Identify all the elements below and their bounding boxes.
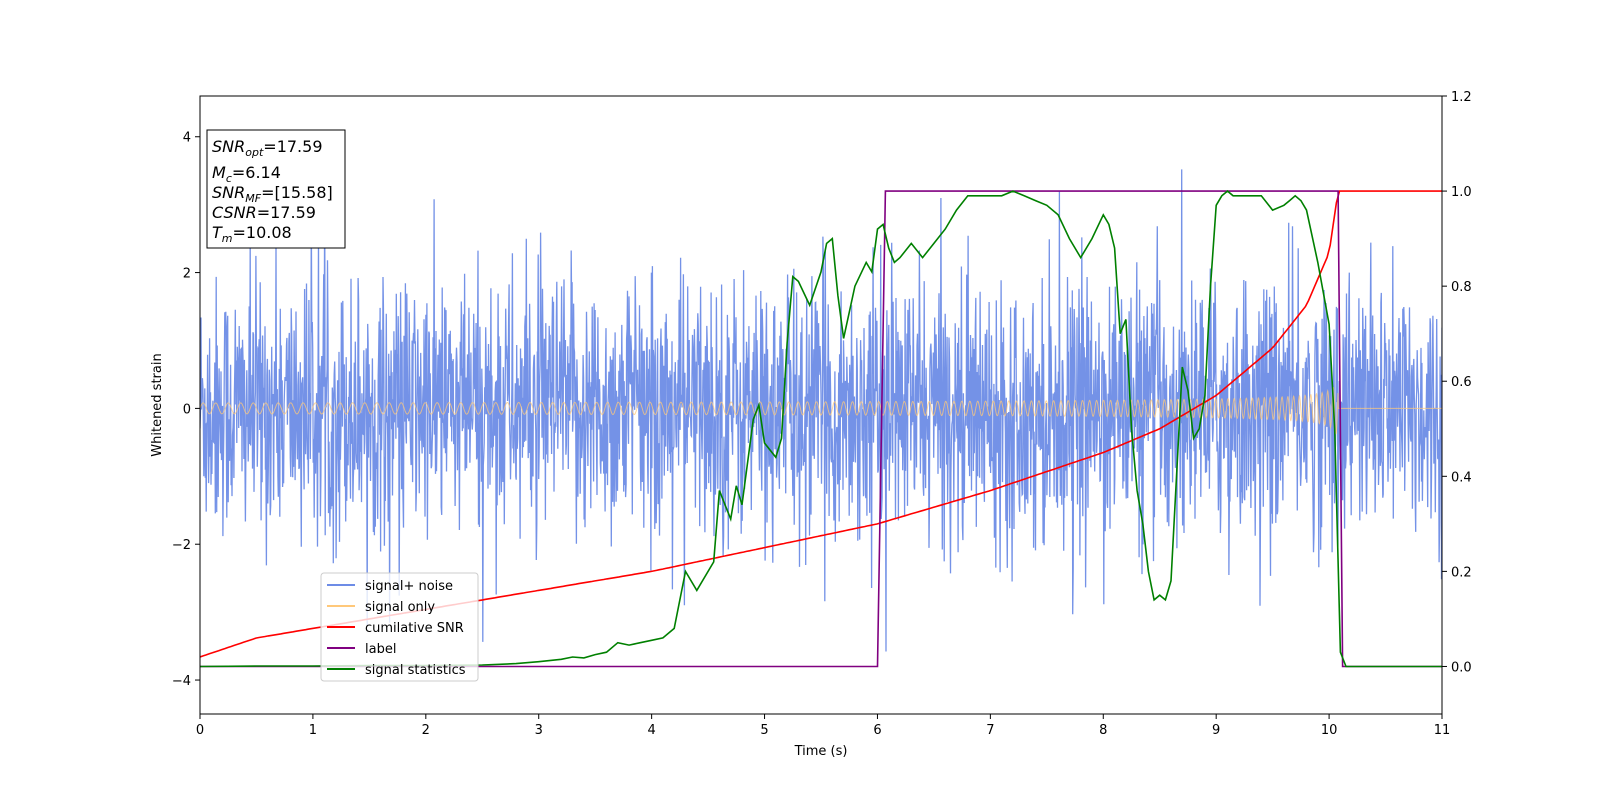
x-tick-label: 7 [986, 723, 994, 738]
y2-tick-label: 0.2 [1451, 565, 1472, 580]
x-tick-label: 2 [422, 723, 430, 738]
y2-tick-label: 0.6 [1451, 375, 1472, 390]
series-signal-statistics [200, 190, 1442, 668]
legend-label: cumilative SNR [365, 621, 464, 636]
annotation-line: CSNR=17.59 [212, 203, 316, 222]
legend-label: label [365, 642, 396, 657]
x-tick-label: 10 [1321, 723, 1338, 738]
y2-tick-label: 0.0 [1451, 660, 1472, 675]
annotation-line: SNRopt=17.59 [212, 137, 323, 159]
x-tick-label: 11 [1434, 723, 1451, 738]
x-tick-label: 9 [1212, 723, 1220, 738]
annotation-line: Tm=10.08 [212, 223, 292, 245]
plot-frame [199, 95, 1443, 715]
x-tick-label: 6 [873, 723, 881, 738]
x-tick-label: 8 [1099, 723, 1107, 738]
y2-tick-label: 1.0 [1451, 185, 1472, 200]
x-axis-label: Time (s) [794, 744, 848, 759]
annotation-line: Mc=6.14 [212, 163, 281, 185]
annotation-frame [206, 129, 346, 249]
y-tick-label: 2 [183, 267, 191, 282]
axes-layer: 0 1 2 3 4 5 6 7 8 9 10 11 −4 −2 0 2 4 0.0 0.2 0.4 0.6 0.8 1.0 1… [172, 90, 1472, 738]
y-tick-label: −2 [172, 538, 191, 553]
x-tick-label: 4 [647, 723, 655, 738]
x-tick-label: 0 [196, 723, 204, 738]
y2-tick-label: 1.2 [1451, 90, 1472, 105]
legend-label: signal statistics [365, 663, 466, 678]
x-tick-label: 5 [760, 723, 768, 738]
y-tick-label: 4 [183, 131, 191, 146]
x-tick-label: 3 [535, 723, 543, 738]
series-signal-noise [200, 160, 1442, 652]
y2-tick-label: 0.8 [1451, 280, 1472, 295]
legend-frame [320, 572, 479, 682]
legend-label: signal+ noise [365, 579, 453, 594]
series-signal-only [200, 386, 1442, 435]
legend-label: signal only [365, 600, 435, 615]
y2-tick-label: 0.4 [1451, 470, 1472, 485]
y-tick-label: −4 [172, 674, 191, 689]
legend: signal+ noise signal only cumilative SNR la… [320, 572, 479, 682]
y-tick-label: 0 [183, 402, 191, 417]
annotation-line: SNRMF=[15.58] [212, 183, 333, 205]
y-axis-label: Whitened strain [150, 353, 165, 456]
x-tick-label: 1 [309, 723, 317, 738]
annotation-box: SNRopt=17.59 Mc=6.14SNRMF=[15.58]CSNR=17.… [206, 129, 346, 249]
